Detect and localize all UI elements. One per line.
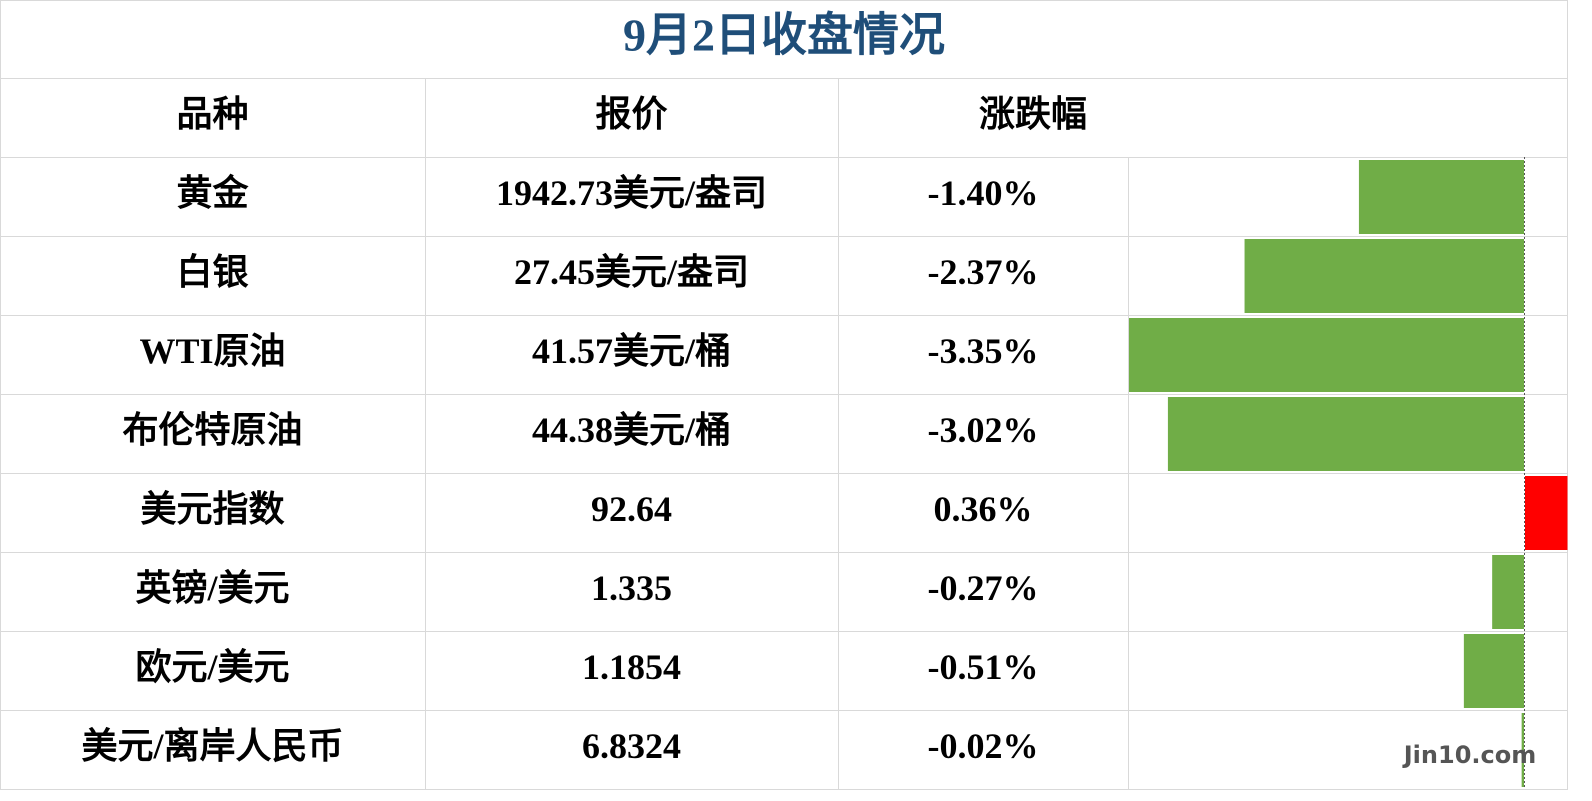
cell-name: 欧元/美元 bbox=[135, 647, 289, 687]
cell-price: 1.1854 bbox=[582, 647, 681, 687]
cell-name: 布伦特原油 bbox=[122, 410, 302, 450]
column-header: 涨跌幅 bbox=[979, 94, 1087, 134]
change-bar bbox=[1492, 555, 1524, 629]
cell-name: 美元指数 bbox=[140, 489, 284, 529]
change-bar bbox=[1358, 160, 1524, 234]
change-bar bbox=[1521, 713, 1524, 787]
cell-name: 白银 bbox=[176, 252, 248, 292]
cell-name: WTI原油 bbox=[139, 331, 285, 371]
cell-price: 92.64 bbox=[591, 489, 672, 529]
change-bar bbox=[1129, 318, 1524, 392]
change-bar bbox=[1525, 476, 1568, 550]
cell-price: 1.335 bbox=[591, 568, 672, 608]
watermark: Jin10.com bbox=[1402, 741, 1536, 769]
cell-change: 0.36% bbox=[934, 489, 1033, 529]
cell-change: -2.37% bbox=[928, 252, 1039, 292]
cell-name: 黄金 bbox=[176, 172, 249, 213]
change-bar bbox=[1244, 239, 1524, 313]
column-header: 报价 bbox=[595, 94, 667, 134]
column-header: 品种 bbox=[176, 94, 248, 134]
cell-change: -0.27% bbox=[928, 568, 1039, 608]
change-bar bbox=[1167, 397, 1524, 471]
cell-change: -1.40% bbox=[928, 173, 1039, 213]
cell-price: 41.57美元/桶 bbox=[532, 331, 731, 371]
cell-change: -0.02% bbox=[928, 726, 1039, 766]
cell-price: 27.45美元/盎司 bbox=[514, 252, 749, 292]
cell-price: 1942.73美元/盎司 bbox=[496, 173, 767, 213]
cell-change: -3.35% bbox=[928, 331, 1039, 371]
cell-name: 英镑/美元 bbox=[135, 568, 289, 608]
change-bar bbox=[1463, 634, 1524, 708]
cell-price: 44.38美元/桶 bbox=[532, 410, 731, 450]
title: 9月2日收盘情况 bbox=[623, 10, 945, 61]
cell-price: 6.8324 bbox=[582, 726, 681, 766]
cell-change: -0.51% bbox=[928, 647, 1039, 687]
cell-change: -3.02% bbox=[928, 410, 1039, 450]
cell-name: 美元/离岸人民币 bbox=[81, 726, 343, 766]
